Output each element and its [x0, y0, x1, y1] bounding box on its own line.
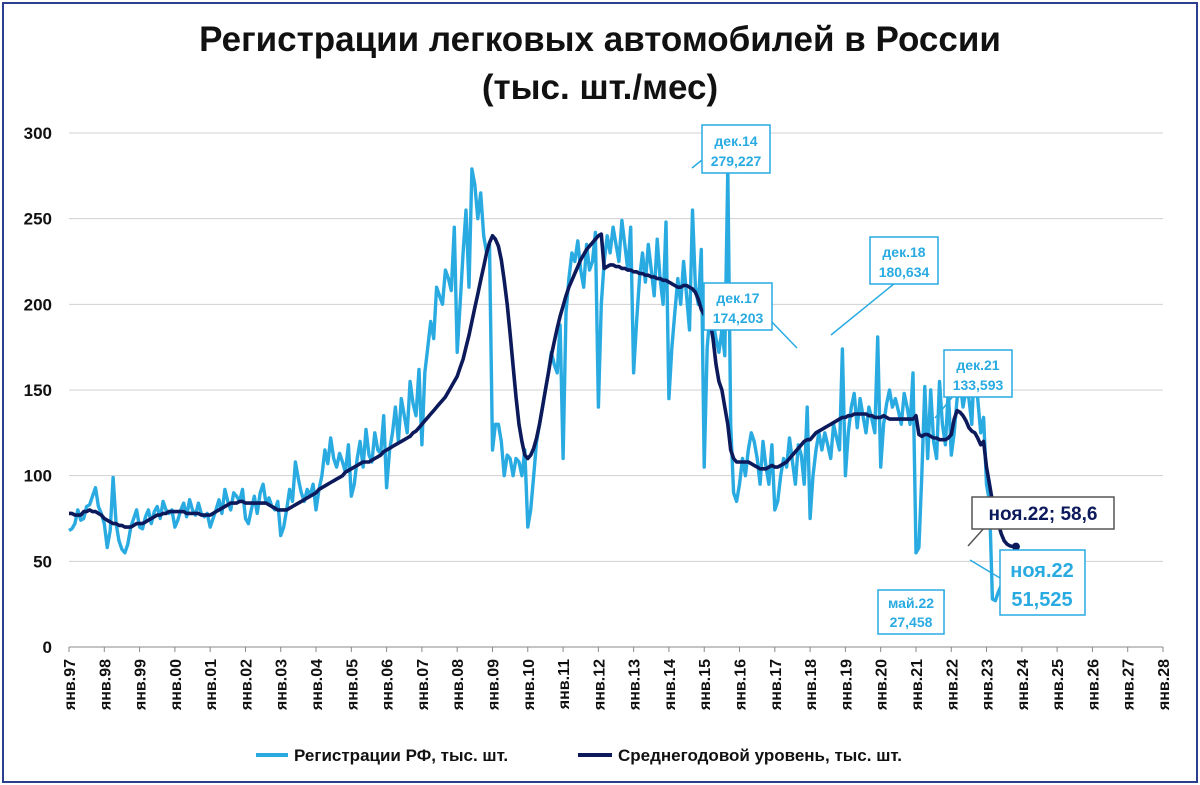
callout-value-may22: 27,458	[890, 614, 933, 630]
callout-box-dec17	[703, 282, 773, 331]
x-tick-label: янв.19	[838, 659, 855, 711]
callout-leader	[830, 282, 896, 336]
x-tick-label: янв.12	[591, 659, 608, 711]
x-axis-ticks: янв.97 янв.98 янв.99 янв.00 янв.01 янв.02 янв.…	[62, 647, 1173, 711]
callout-label-dec18: дек.18	[882, 244, 925, 260]
x-tick-label: янв.00	[168, 659, 185, 711]
x-tick-label: янв.28	[1156, 659, 1173, 711]
average-endpoint-marker	[1011, 542, 1020, 551]
x-tick-label: янв.27	[1121, 659, 1138, 711]
x-tick-label: янв.98	[97, 659, 114, 711]
x-tick-label: янв.18	[803, 659, 820, 711]
y-tick-label: 200	[24, 295, 52, 314]
series-lines	[68, 167, 1020, 603]
gridlines	[69, 132, 1163, 648]
x-tick-label: янв.09	[485, 659, 502, 711]
x-tick-label: янв.02	[238, 659, 255, 711]
x-tick-label: янв.99	[133, 659, 150, 711]
x-tick-label: янв.16	[733, 659, 750, 711]
x-tick-label: янв.20	[874, 659, 891, 711]
y-axis-ticks: 0 50 100 150 200 250 300	[24, 124, 52, 657]
callout-box-may22	[877, 589, 945, 635]
callout-label-dec17: дек.17	[716, 290, 759, 306]
x-tick-label: янв.21	[909, 659, 926, 711]
x-tick-label: янв.13	[627, 659, 644, 711]
x-tick-label: янв.07	[415, 659, 432, 711]
callout-box-dec14	[701, 124, 771, 174]
y-tick-label: 300	[24, 124, 52, 143]
callout-label-nov22-average: ноя.22; 58,6	[989, 504, 1098, 525]
monthly-registrations-line	[68, 167, 1017, 603]
callout-box-dec21	[943, 349, 1013, 398]
x-tick-label: янв.24	[1015, 659, 1032, 711]
legend: Регистрации РФ, тыс. шт. Среднегодовой ур…	[256, 746, 902, 765]
callout-value-dec21: 133,593	[953, 377, 1004, 393]
x-tick-label: янв.23	[980, 659, 997, 711]
x-tick-label: янв.17	[768, 659, 785, 711]
x-tick-label: янв.03	[274, 659, 291, 711]
chart-title: Регистрации легковых автомобилей в Росси…	[199, 20, 1001, 59]
x-tick-label: янв.01	[203, 659, 220, 711]
y-tick-label: 0	[43, 638, 52, 657]
x-tick-label: янв.06	[380, 659, 397, 711]
y-tick-label: 150	[24, 381, 52, 400]
x-tick-label: янв.11	[556, 659, 573, 710]
callout-label-may22: май.22	[888, 595, 934, 611]
annual-average-line	[69, 232, 1016, 549]
x-tick-label: янв.08	[450, 659, 467, 711]
callout-label-nov22-monthly: ноя.22	[1010, 560, 1074, 582]
y-tick-label: 50	[33, 552, 52, 571]
callout-box-dec18	[869, 236, 939, 285]
callout-value-dec18: 180,634	[879, 264, 930, 280]
x-tick-label: янв.97	[62, 659, 79, 711]
callout-leader	[691, 159, 703, 169]
x-tick-label: янв.10	[521, 659, 538, 711]
x-tick-label: янв.15	[697, 659, 714, 711]
callout-value-dec17: 174,203	[713, 310, 764, 326]
callout-leader	[969, 559, 1001, 579]
chart-subtitle: (тыс. шт./мес)	[481, 68, 719, 107]
x-tick-label: янв.25	[1050, 659, 1067, 711]
callout-value-nov22-monthly: 51,525	[1011, 589, 1072, 611]
x-tick-label: янв.04	[309, 659, 326, 711]
callout-leader	[934, 393, 956, 419]
y-tick-label: 250	[24, 210, 52, 229]
callout-label-dec14: дек.14	[714, 133, 757, 149]
x-tick-label: янв.14	[662, 659, 679, 711]
x-tick-label: янв.05	[344, 659, 361, 711]
callout-value-dec14: 279,227	[711, 153, 762, 169]
callout-leader	[967, 526, 986, 547]
callouts: дек.14 279,227 дек.17 174,203 дек.18 180,634 д…	[691, 124, 1115, 635]
callout-leader	[769, 319, 798, 349]
callout-box-nov22-monthly	[999, 549, 1086, 616]
legend-label-average: Среднегодовой уровень, тыс. шт.	[618, 746, 902, 765]
callout-label-dec21: дек.21	[956, 357, 999, 373]
x-tick-label: янв.26	[1085, 659, 1102, 711]
y-tick-label: 100	[24, 467, 52, 486]
x-tick-label: янв.22	[944, 659, 961, 711]
callout-box-nov22-average	[971, 496, 1115, 530]
legend-label-monthly: Регистрации РФ, тыс. шт.	[294, 746, 508, 765]
